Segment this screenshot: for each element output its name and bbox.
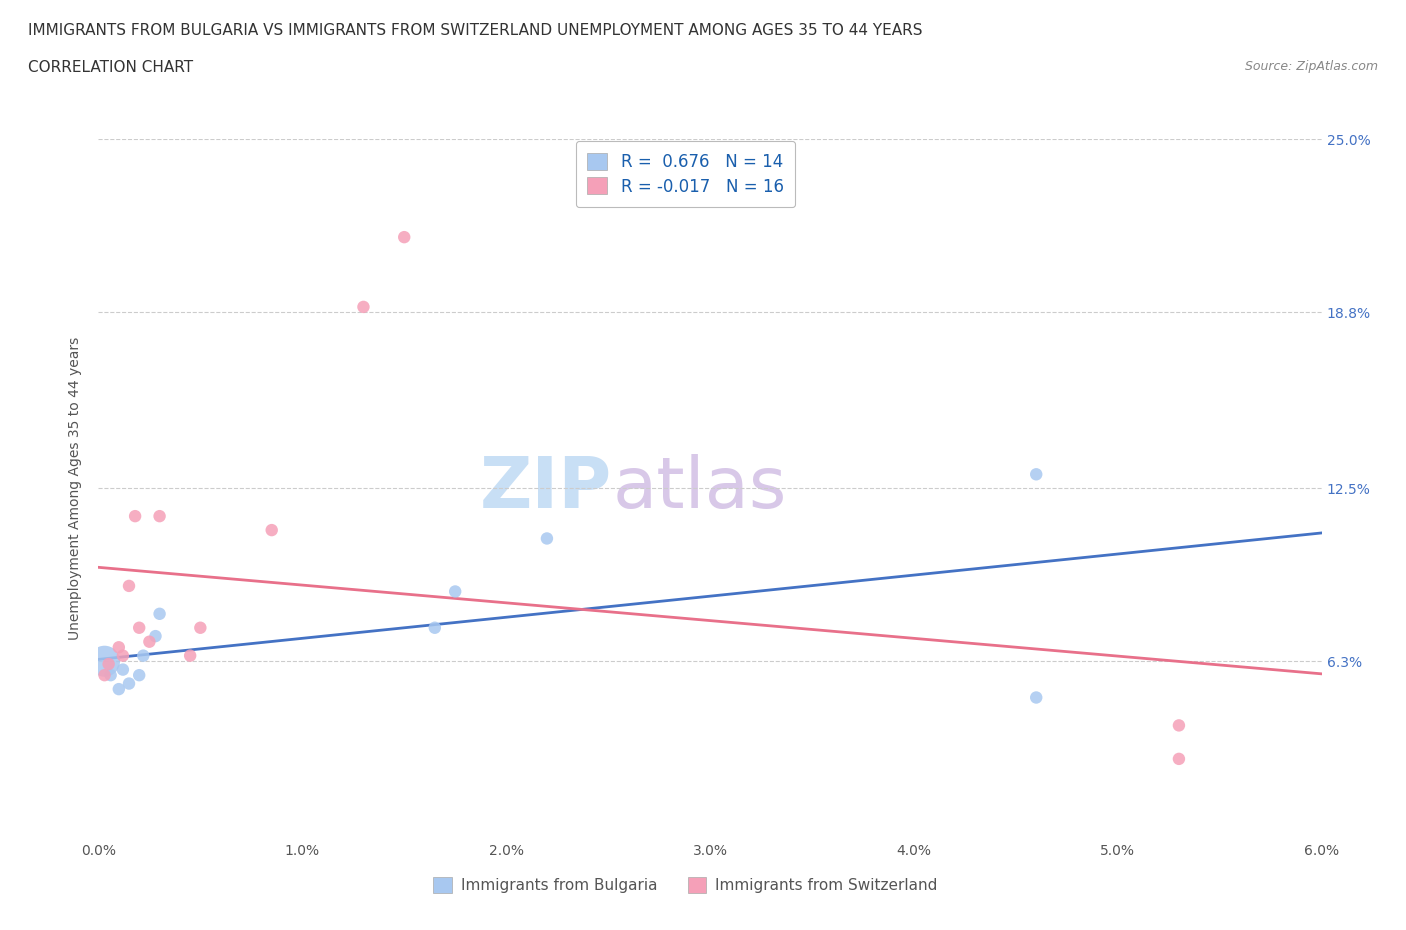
Point bbox=[108, 640, 131, 655]
Point bbox=[138, 634, 160, 649]
Point bbox=[118, 676, 141, 691]
Point bbox=[128, 668, 150, 683]
Point bbox=[260, 523, 283, 538]
Point bbox=[1167, 718, 1189, 733]
Text: Source: ZipAtlas.com: Source: ZipAtlas.com bbox=[1244, 60, 1378, 73]
Legend: Immigrants from Bulgaria, Immigrants from Switzerland: Immigrants from Bulgaria, Immigrants fro… bbox=[427, 870, 943, 899]
Point bbox=[97, 657, 120, 671]
Text: atlas: atlas bbox=[612, 454, 786, 523]
Point bbox=[111, 648, 134, 663]
Point bbox=[1025, 467, 1047, 482]
Point bbox=[188, 620, 212, 635]
Text: ZIP: ZIP bbox=[479, 454, 612, 523]
Point bbox=[100, 668, 122, 683]
Point bbox=[1025, 690, 1047, 705]
Point bbox=[392, 230, 416, 245]
Point bbox=[108, 682, 131, 697]
Point bbox=[111, 662, 134, 677]
Point bbox=[149, 509, 172, 524]
Text: IMMIGRANTS FROM BULGARIA VS IMMIGRANTS FROM SWITZERLAND UNEMPLOYMENT AMONG AGES : IMMIGRANTS FROM BULGARIA VS IMMIGRANTS F… bbox=[28, 23, 922, 38]
Point bbox=[352, 299, 374, 314]
Point bbox=[124, 509, 146, 524]
Point bbox=[145, 629, 167, 644]
Point bbox=[444, 584, 467, 599]
Point bbox=[128, 620, 150, 635]
Point bbox=[536, 531, 558, 546]
Point bbox=[93, 654, 115, 669]
Y-axis label: Unemployment Among Ages 35 to 44 years: Unemployment Among Ages 35 to 44 years bbox=[69, 337, 83, 640]
Point bbox=[423, 620, 446, 635]
Point bbox=[1167, 751, 1189, 766]
Text: CORRELATION CHART: CORRELATION CHART bbox=[28, 60, 193, 75]
Point bbox=[149, 606, 172, 621]
Point bbox=[179, 648, 201, 663]
Point bbox=[93, 668, 115, 683]
Point bbox=[118, 578, 141, 593]
Point bbox=[132, 648, 155, 663]
